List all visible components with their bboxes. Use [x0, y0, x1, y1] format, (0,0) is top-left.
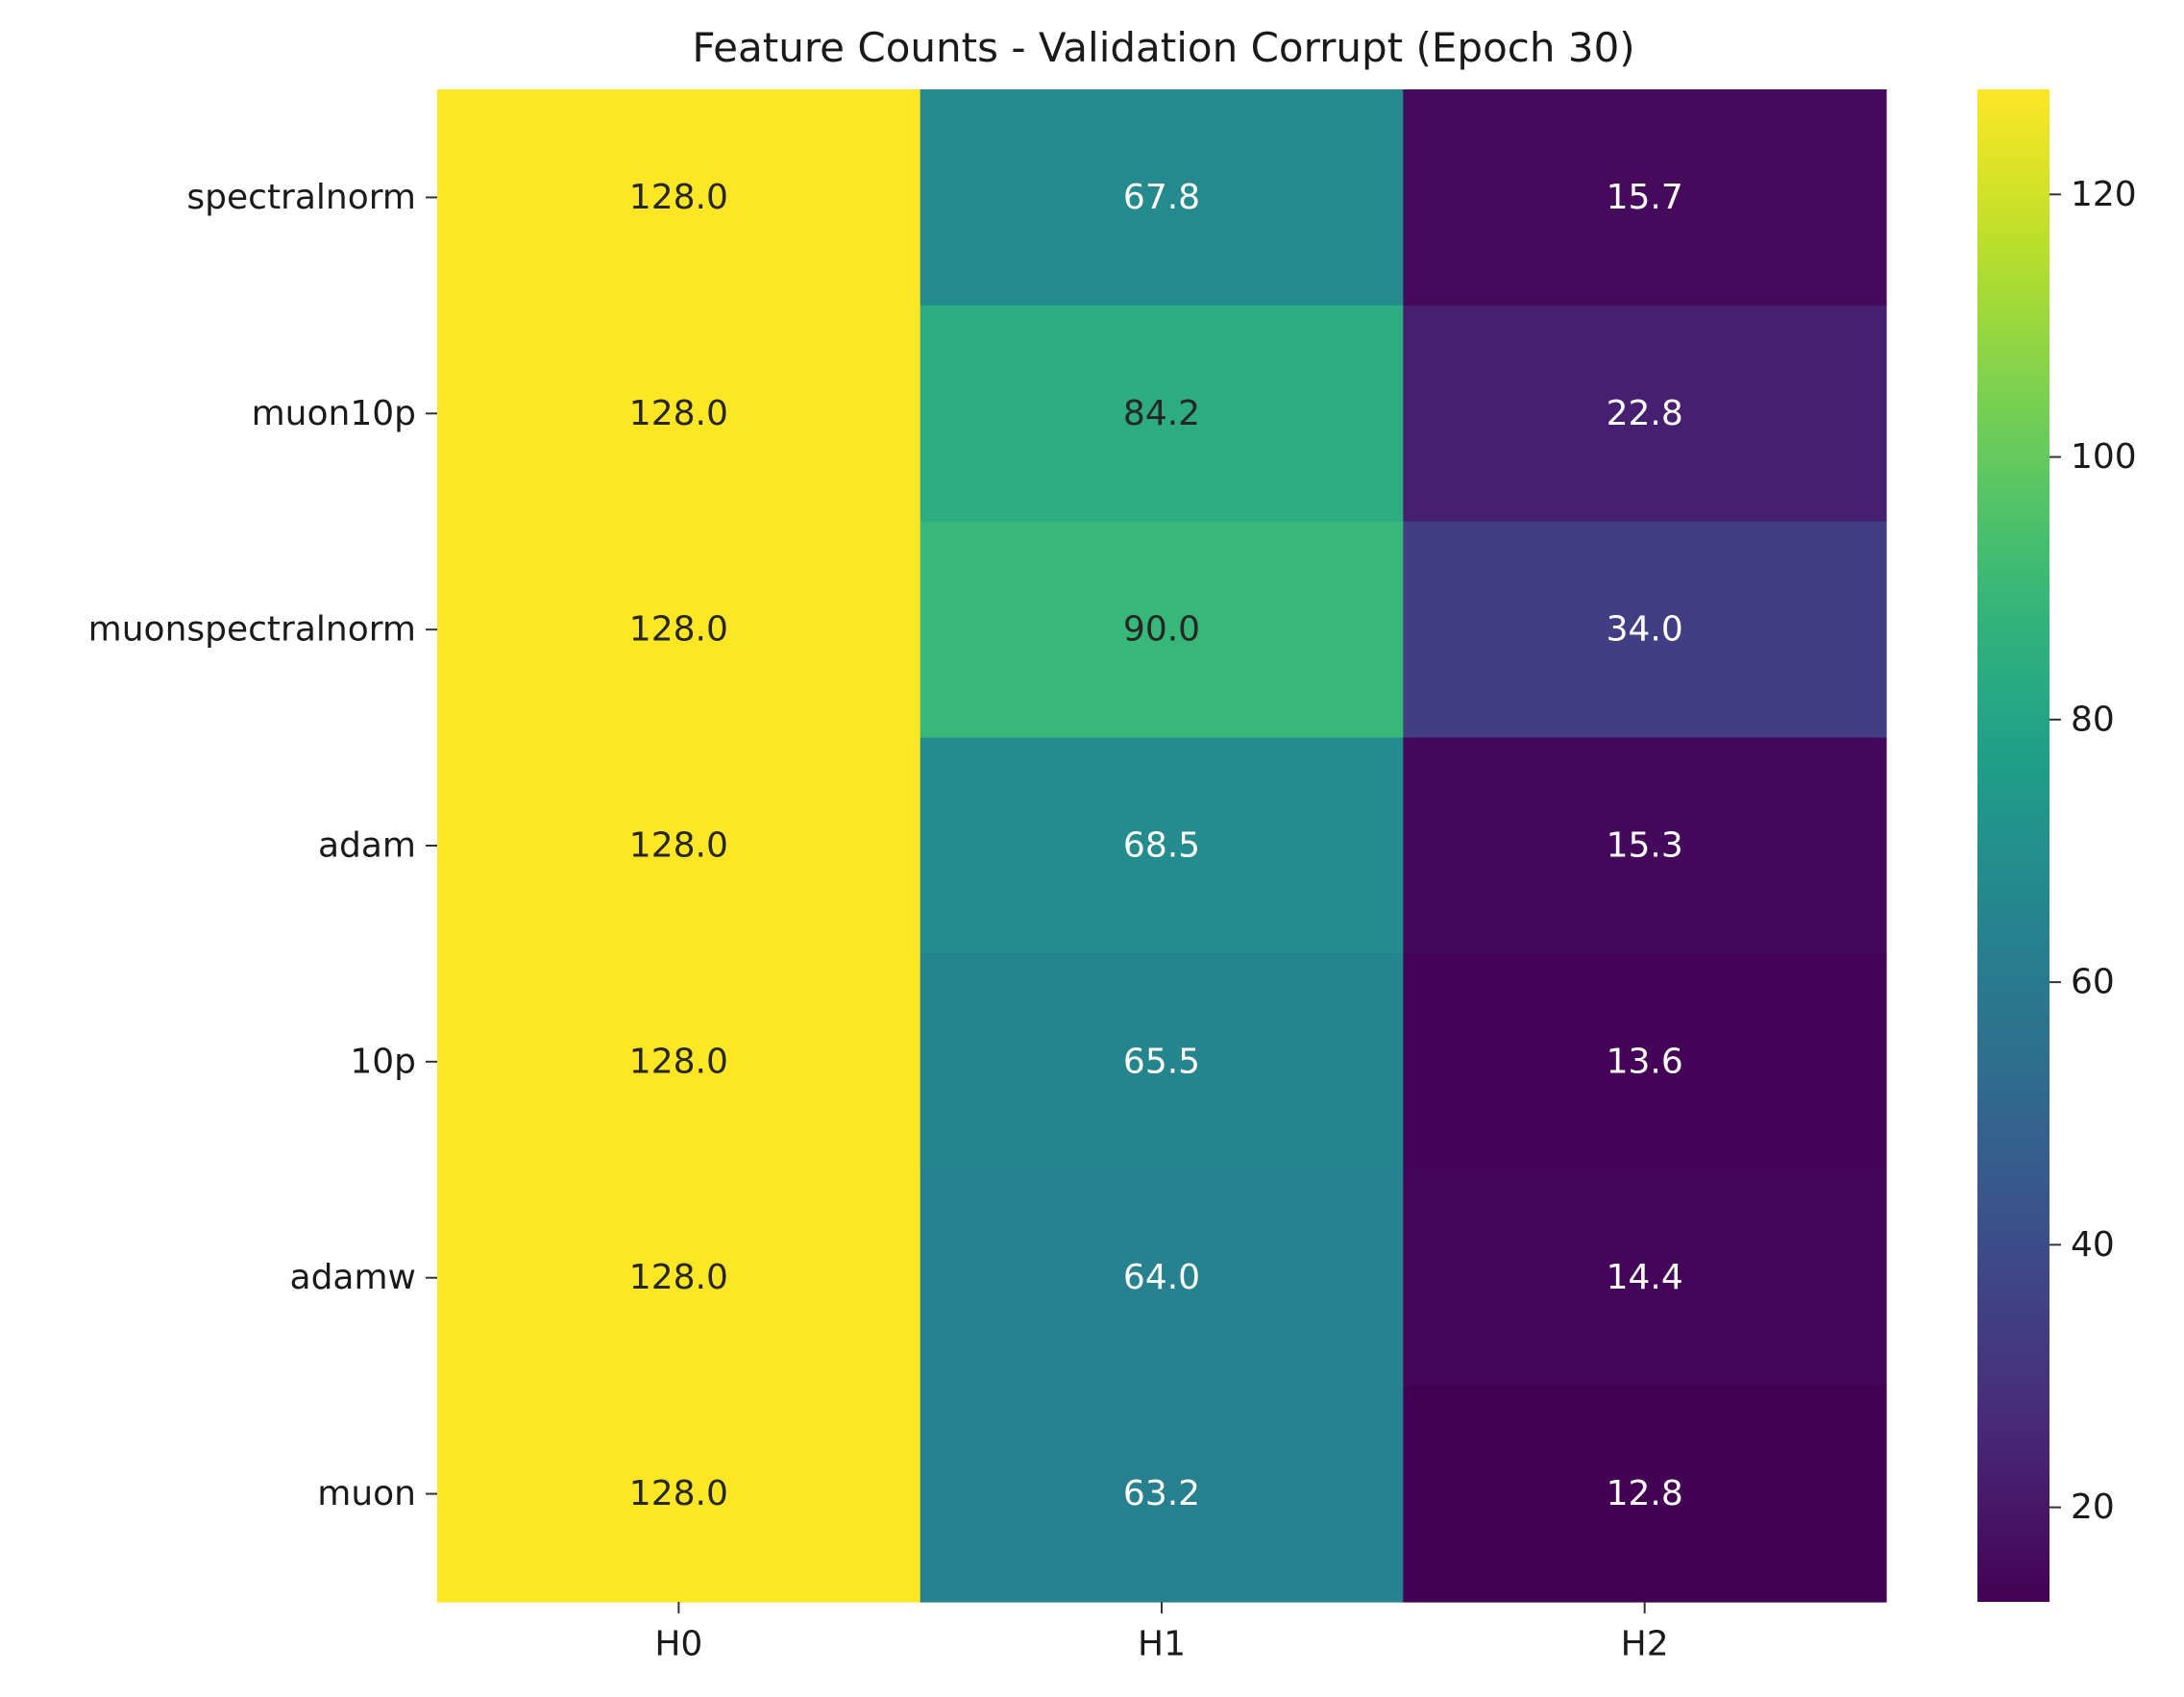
cell-value-label: 128.0 [629, 394, 728, 433]
cell-value-labels: 128.0 67.8 15.7 128.0 84.2 22.8 128.0 90.0 34.0 1… [629, 178, 1683, 1513]
chart-title: Feature Counts - Validation Corrupt (Epo… [692, 24, 1634, 71]
colorbar-tick-label: 20 [2071, 1488, 2115, 1527]
heatmap-cell-muonspectralnorm-h0 [437, 521, 921, 739]
cell-value-label: 128.0 [629, 826, 728, 866]
heatmap-cell-adamw-h0 [437, 1169, 921, 1387]
heatmap-cell-adam-h0 [437, 737, 921, 955]
colorbar-tick-label: 40 [2071, 1225, 2115, 1265]
heatmap-cell-adamw-h1 [920, 1169, 1404, 1387]
cell-value-label: 34.0 [1607, 610, 1683, 650]
heatmap-cell-spectralnorm-h2 [1403, 89, 1887, 307]
cell-value-label: 90.0 [1123, 610, 1200, 650]
x-axis: H0 H1 H2 [654, 1602, 1669, 1664]
y-tick-label: adamw [290, 1258, 416, 1297]
heatmap-cell-muon10p-h1 [920, 305, 1404, 523]
y-tick-label: adam [318, 826, 416, 866]
cell-value-label: 128.0 [629, 610, 728, 650]
cell-value-label: 13.6 [1607, 1042, 1683, 1081]
heatmap-cell-adamw-h2 [1403, 1169, 1887, 1387]
cell-value-label: 67.8 [1123, 178, 1200, 217]
colorbar-tick-label: 120 [2071, 175, 2137, 214]
cell-value-label: 15.3 [1607, 826, 1683, 866]
cell-value-label: 64.0 [1123, 1258, 1200, 1297]
cell-value-label: 22.8 [1607, 394, 1683, 433]
x-tick-label: H2 [1621, 1625, 1669, 1664]
heatmap-cell-spectralnorm-h1 [920, 89, 1404, 307]
cell-value-label: 12.8 [1607, 1474, 1683, 1513]
heatmap-cell-adam-h2 [1403, 737, 1887, 955]
cell-value-label: 128.0 [629, 1474, 728, 1513]
y-tick-label: muon10p [252, 394, 416, 433]
colorbar-tick-label: 100 [2071, 437, 2137, 477]
cell-value-label: 128.0 [629, 1042, 728, 1081]
cell-value-label: 63.2 [1123, 1474, 1200, 1513]
y-axis: spectralnorm muon10p muonspectralnorm adam 1… [88, 178, 437, 1513]
heatmap-cell-muonspectralnorm-h1 [920, 521, 1404, 739]
colorbar-tick-label: 80 [2071, 700, 2115, 739]
colorbar [1977, 89, 2049, 1602]
heatmap-cell-muon10p-h2 [1403, 305, 1887, 523]
y-tick-label: muon [317, 1474, 416, 1513]
cell-value-label: 14.4 [1607, 1258, 1683, 1297]
cell-value-label: 128.0 [629, 1258, 728, 1297]
y-tick-label: muonspectralnorm [88, 610, 416, 650]
cell-value-label: 65.5 [1123, 1042, 1200, 1081]
x-tick-label: H0 [654, 1625, 702, 1664]
heatmap-cell-10p-h0 [437, 953, 921, 1170]
heatmap-cell-10p-h1 [920, 953, 1404, 1170]
heatmap-cell-10p-h2 [1403, 953, 1887, 1170]
y-tick-label: spectralnorm [186, 178, 416, 217]
heatmap-cell-muon-h0 [437, 1386, 921, 1603]
cell-value-label: 84.2 [1123, 394, 1200, 433]
heatmap-cell-muonspectralnorm-h2 [1403, 521, 1887, 739]
heatmap-cells [437, 89, 1887, 1603]
y-tick-label: 10p [350, 1042, 416, 1081]
heatmap-cell-muon-h1 [920, 1386, 1404, 1603]
colorbar-tick-label: 60 [2071, 963, 2115, 1002]
heatmap-cell-muon10p-h0 [437, 305, 921, 523]
cell-value-label: 15.7 [1607, 178, 1683, 217]
cell-value-label: 68.5 [1123, 826, 1200, 866]
heatmap-cell-muon-h2 [1403, 1386, 1887, 1603]
heatmap-cell-spectralnorm-h0 [437, 89, 921, 307]
x-tick-label: H1 [1138, 1625, 1186, 1664]
colorbar-axis: 20 40 60 80 100 120 [2049, 175, 2137, 1527]
heatmap-cell-adam-h1 [920, 737, 1404, 955]
cell-value-label: 128.0 [629, 178, 728, 217]
